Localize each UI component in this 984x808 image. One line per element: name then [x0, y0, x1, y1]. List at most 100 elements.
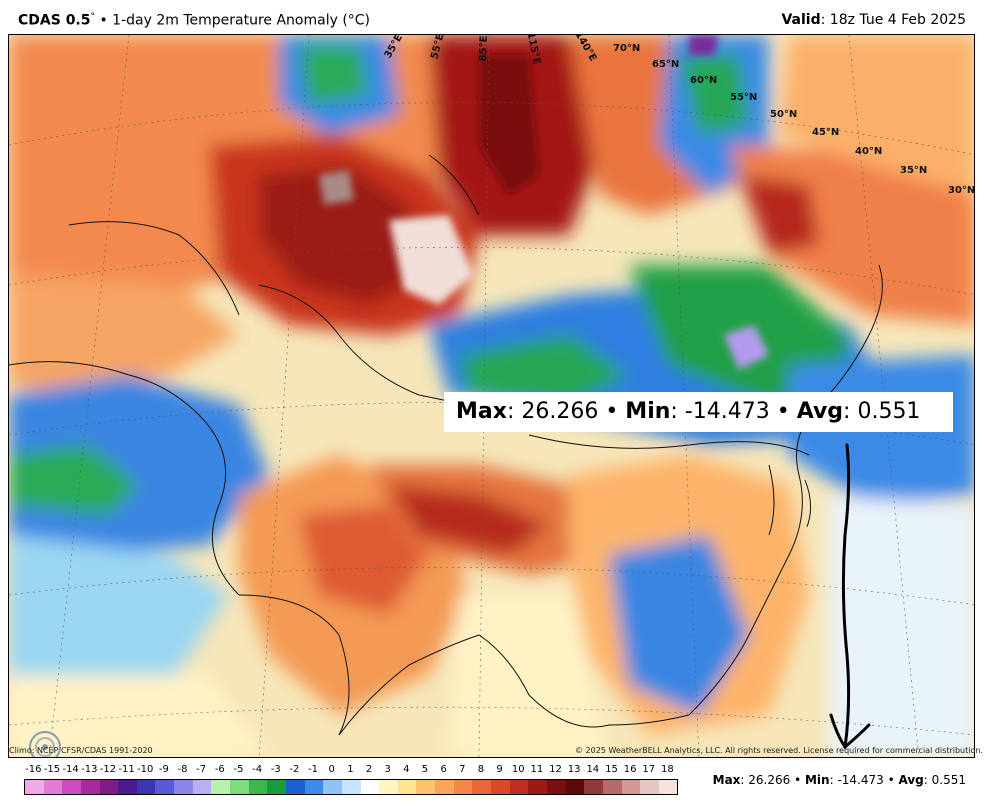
colorbar-tick-label: -1	[308, 764, 319, 775]
avg-label: Avg	[796, 399, 844, 424]
colorbar-swatch	[453, 780, 473, 794]
colorbar-tick-label: 17	[642, 764, 656, 775]
max-value: : 26.266	[506, 399, 599, 424]
colorbar-swatch	[248, 780, 268, 794]
colorbar-swatch	[118, 780, 137, 794]
colorbar-swatch	[174, 780, 193, 794]
valid-time: Valid: 18z Tue 4 Feb 2025	[781, 12, 966, 28]
colorbar-tick-label: 15	[605, 764, 618, 775]
colorbar-tick-label: -4	[252, 764, 263, 775]
colorbar-tick-label: 4	[403, 764, 410, 775]
max-value-footer: : 26.266	[740, 773, 791, 787]
colorbar-tick-label: 18	[661, 764, 674, 775]
field-description: 1-day 2m Temperature Anomaly (°C)	[112, 12, 371, 29]
avg-value-footer: : 0.551	[923, 773, 966, 787]
valid-value: : 18z Tue 4 Feb 2025	[820, 12, 966, 28]
degree-mark: °	[90, 12, 96, 22]
colorbar-tick-label: -5	[233, 764, 244, 775]
colorbar-swatch	[584, 780, 603, 794]
map-header: CDAS 0.5° • 1-day 2m Temperature Anomaly…	[0, 0, 984, 34]
colorbar-swatch	[304, 780, 324, 794]
colorbar-swatch	[509, 780, 529, 794]
colorbar-tick-label: 14	[586, 764, 600, 775]
colorbar-swatch	[491, 780, 510, 794]
colorbar-swatch	[528, 780, 547, 794]
colorbar-swatch	[230, 780, 249, 794]
colorbar-swatch	[43, 780, 63, 794]
colorbar-tick-label: -11	[118, 764, 135, 775]
colorbar-tick-label: -6	[214, 764, 225, 775]
avg-label-footer: Avg	[898, 773, 924, 787]
colorbar-tick-label: 1	[347, 764, 354, 775]
colorbar-swatch	[416, 780, 436, 794]
colorbar-swatch	[658, 780, 678, 794]
copyright-note: © 2025 WeatherBELL Analytics, LLC. All r…	[575, 746, 983, 755]
colorbar-tick-label: -12	[99, 764, 117, 775]
colorbar-swatch	[472, 780, 492, 794]
colorbar-tick-label: -13	[81, 764, 98, 775]
colorbar-tick-label: -2	[289, 764, 300, 775]
stats-footer: Max: 26.266 • Min: -14.473 • Avg: 0.551	[713, 773, 966, 787]
stats-sep-1: •	[598, 399, 626, 424]
colorbar-swatch	[379, 780, 398, 794]
colorbar-swatch	[136, 780, 156, 794]
colorbar-tick-label: -15	[43, 764, 61, 775]
colorbar-swatch	[267, 780, 286, 794]
colorbar-swatch	[80, 780, 100, 794]
colorbar-swatch	[323, 780, 342, 794]
lon-label-85: 85°E	[477, 35, 490, 62]
model-name: CDAS 0.5	[18, 12, 91, 29]
colorbar-swatch	[99, 780, 119, 794]
colorbar-swatch	[62, 780, 81, 794]
colorbar-tick-label: 6	[440, 764, 447, 775]
min-value: : -14.473	[670, 399, 770, 424]
colorbar-tick-label: 2	[365, 764, 373, 775]
colorbar-tick-label: -7	[196, 764, 207, 775]
lat-label-50: 50°N	[770, 109, 798, 120]
lat-label-40: 40°N	[855, 146, 883, 157]
colorbar-swatch	[360, 780, 380, 794]
colorbar-tick-label: 13	[567, 764, 581, 775]
lat-label-45: 45°N	[812, 127, 840, 138]
colorbar-swatch	[341, 780, 361, 794]
min-label-footer: Min	[804, 773, 830, 787]
climo-note: Climo: NCEP CFSR/CDAS 1991-2020	[9, 746, 153, 755]
colorbar	[24, 779, 679, 795]
lat-label-60: 60°N	[690, 75, 718, 86]
colorbar-tick-label: 10	[511, 764, 525, 775]
colorbar-swatch	[211, 780, 231, 794]
valid-label: Valid	[781, 12, 821, 28]
max-label: Max	[456, 399, 507, 424]
colorbar-swatch	[285, 780, 305, 794]
weatherbell-swirl-icon	[29, 731, 61, 757]
colorbar-tick-label: -8	[177, 764, 188, 775]
colorbar-swatch	[640, 780, 659, 794]
colorbar-tick-label: 9	[496, 764, 503, 775]
min-label: Min	[625, 399, 671, 424]
colorbar-tick-label: -3	[270, 764, 281, 775]
stats-footer-sep-1: •	[790, 773, 805, 787]
lat-label-55: 55°N	[730, 92, 758, 103]
title-bullet: •	[99, 12, 108, 29]
colorbar-swatch	[25, 780, 44, 794]
weatherbell-logo	[23, 729, 81, 757]
colorbar-tick-label: -10	[137, 764, 154, 775]
colorbar-swatch	[602, 780, 622, 794]
lat-label-35: 35°N	[900, 165, 928, 176]
map-title: CDAS 0.5° • 1-day 2m Temperature Anomaly…	[18, 12, 370, 29]
lat-label-65: 65°N	[652, 59, 680, 70]
colorbar-tick-label: 11	[530, 764, 544, 775]
stats-footer-sep-2: •	[883, 773, 899, 787]
colorbar-tick-label: -14	[62, 764, 79, 775]
colorbar-tick-label: 8	[477, 764, 485, 775]
colorbar-swatch	[435, 780, 454, 794]
max-label-footer: Max	[712, 773, 741, 787]
lat-label-30: 30°N	[948, 185, 975, 196]
colorbar-tick-label: -16	[25, 764, 42, 775]
colorbar-swatch	[155, 780, 175, 794]
colorbar-tick-label: 7	[459, 764, 466, 775]
colorbar-tick-label: -9	[158, 764, 169, 775]
colorbar-swatch	[546, 780, 566, 794]
colorbar-tick-label: 5	[421, 764, 429, 775]
colorbar-tick-label: 0	[328, 764, 335, 775]
